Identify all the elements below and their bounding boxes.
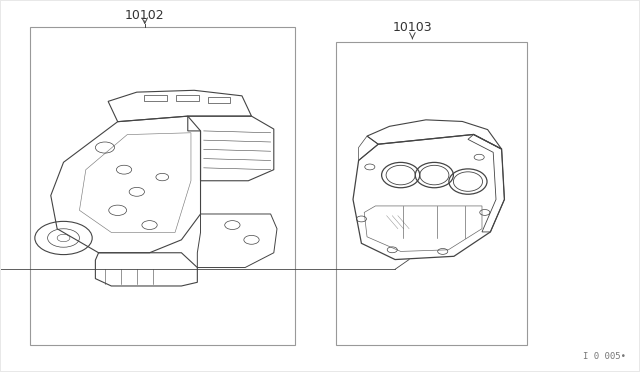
Bar — [30, 27, 294, 345]
Bar — [208, 97, 230, 103]
Bar — [336, 42, 527, 345]
Text: 10102: 10102 — [125, 9, 164, 22]
Text: I 0 005•: I 0 005• — [583, 352, 626, 361]
Bar — [145, 95, 167, 102]
Bar — [176, 95, 198, 102]
Text: 10103: 10103 — [392, 21, 432, 34]
